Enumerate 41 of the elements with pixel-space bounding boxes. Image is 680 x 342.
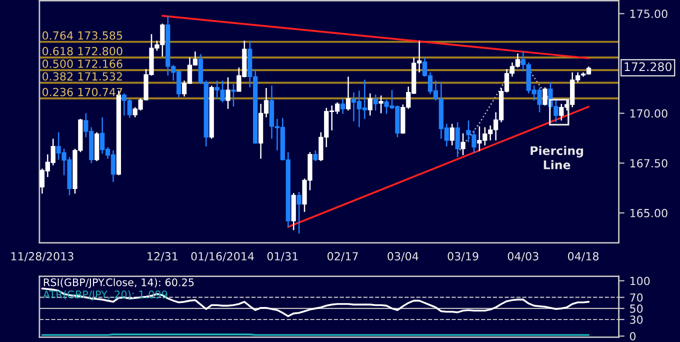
ref-line-label: 0.382 171.532	[42, 72, 122, 81]
x-tick-label: 11/28/2013	[11, 252, 74, 262]
x-tick-label: 03/19	[448, 252, 478, 262]
ref-line-label: 0.500 172.166	[42, 60, 122, 68]
candlestick	[226, 76, 230, 110]
candlestick	[373, 94, 378, 112]
candlestick	[378, 94, 384, 114]
x-tick-label: 04/18	[568, 252, 599, 262]
line-series	[41, 288, 590, 318]
x-tick-label: 01/31	[267, 252, 298, 262]
candlestick	[313, 150, 318, 162]
x-tick-label: 12/31	[148, 252, 178, 262]
candlestick	[559, 103, 564, 122]
ref-line-label: 0.236 170.747	[42, 88, 122, 96]
candlestick	[450, 123, 454, 146]
y-tick-label: 50	[630, 304, 643, 313]
annotation: Piercing Line	[530, 146, 584, 170]
y-tick-label: 0	[630, 332, 636, 340]
candlestick	[346, 76, 351, 112]
text: 172.280	[624, 62, 672, 72]
y-tick-label: 100	[630, 276, 650, 286]
candlestick	[460, 132, 466, 156]
candlestick	[368, 92, 372, 116]
ref-line-label: 0.618 172.800	[42, 46, 122, 56]
y-tick-label: 30	[630, 315, 643, 324]
y-tick-label: 175.00	[630, 10, 668, 18]
ref-line-label: 0.764 173.585	[42, 31, 122, 40]
y-tick-label: 170.00	[630, 109, 668, 118]
candlestick	[231, 83, 236, 108]
x-tick-label: 01/16/2014	[191, 252, 254, 262]
y-tick-label: 165.00	[630, 208, 668, 218]
candlestick	[455, 122, 460, 158]
y-tick-label: 167.50	[630, 159, 668, 168]
series-label: RSI(GBP/JPY.Close, 14): 60.25	[44, 278, 194, 288]
x-tick-label: 02/17	[328, 252, 358, 262]
x-tick-label: 03/04	[388, 252, 418, 262]
candlestick	[296, 191, 302, 234]
candlestick	[542, 86, 548, 106]
x-tick-label: 04/03	[508, 252, 538, 262]
candlestick	[340, 98, 346, 115]
y-tick-label: 70	[630, 293, 643, 302]
